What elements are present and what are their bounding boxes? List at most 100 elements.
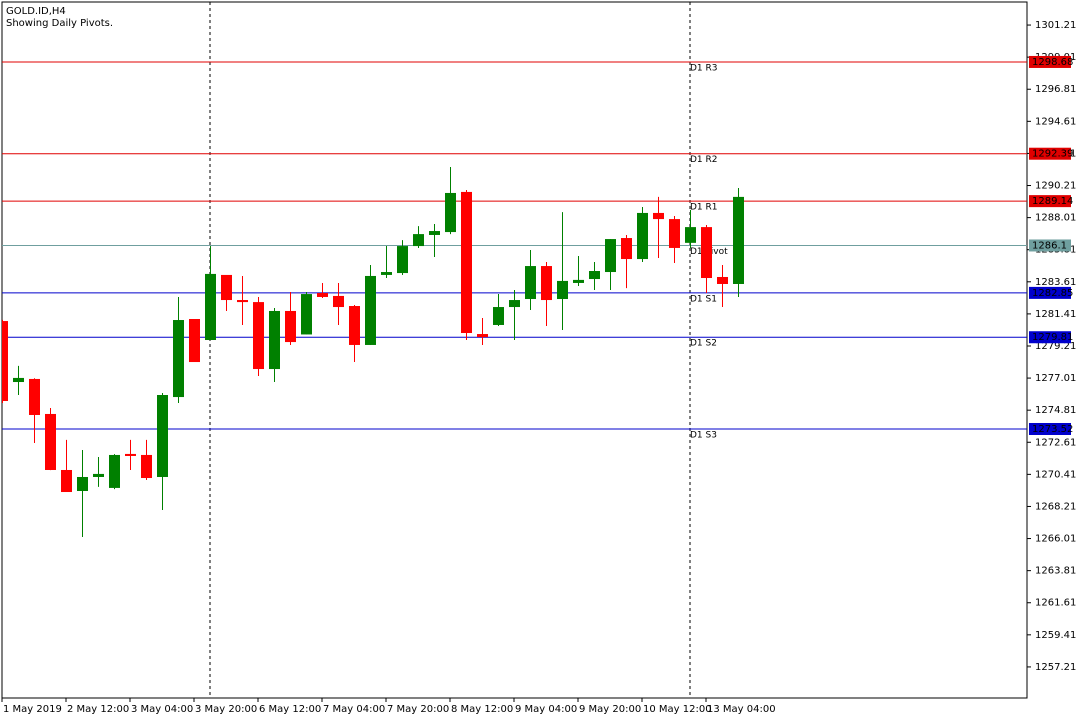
candle-body (205, 273, 216, 341)
y-tick-label: 1268.21 (1035, 501, 1076, 512)
y-tick-label: 1274.81 (1035, 405, 1076, 416)
candle-body (77, 476, 88, 491)
level-label-box (1029, 331, 1071, 344)
candle-body (381, 272, 392, 275)
pivot-name: D1 S2 (690, 339, 717, 349)
pivot-name: D1 R2 (690, 155, 718, 165)
y-tick-label: 1301.21 (1035, 20, 1076, 31)
y-tick-label: 1288.01 (1035, 213, 1076, 224)
chart-subtitle: Showing Daily Pivots. (6, 18, 113, 29)
y-tick-label: 1257.21 (1035, 662, 1076, 673)
x-tick-label: 10 May 12:00 (643, 704, 712, 715)
candle-body (93, 473, 104, 477)
level-label: 1292.39 (1032, 149, 1073, 160)
candle-body (253, 302, 264, 370)
y-tick-label: 1294.61 (1035, 116, 1076, 127)
y-tick-label: 1296.81 (1035, 84, 1076, 95)
candle-body (237, 300, 248, 303)
candle-body (557, 280, 568, 300)
pivot-name: D1 R3 (690, 63, 718, 73)
candle-body (429, 231, 440, 235)
candle-body (61, 469, 72, 493)
candle-body (125, 453, 136, 456)
candle-body (397, 246, 408, 274)
level-label-box (1029, 286, 1071, 299)
y-tick-label: 1272.61 (1035, 437, 1076, 448)
candle-body (669, 219, 680, 248)
candle-body (461, 191, 472, 334)
candle-body (29, 378, 40, 415)
candle-body (221, 274, 232, 301)
x-tick-label: 3 May 04:00 (131, 704, 193, 715)
candle-body (733, 196, 744, 284)
level-label: 1298.68 (1032, 57, 1073, 68)
y-tick-label: 1263.81 (1035, 566, 1076, 577)
x-tick-label: 6 May 12:00 (259, 704, 321, 715)
level-label: 1289.14 (1032, 196, 1073, 207)
candle-body (109, 454, 120, 488)
candle-body (477, 334, 488, 338)
candle-body (445, 192, 456, 233)
level-label: 1282.85 (1032, 288, 1073, 299)
candle-body (525, 266, 536, 300)
y-tick-label: 1270.41 (1035, 469, 1076, 480)
level-label-box (1029, 147, 1071, 160)
candle-body (45, 413, 56, 470)
candle-body (317, 293, 328, 297)
y-tick-label: 1290.21 (1035, 181, 1076, 192)
candle-body (173, 320, 184, 398)
level-label: 1286.1 (1032, 240, 1067, 251)
candle-body (509, 300, 520, 308)
x-tick-label: 13 May 04:00 (707, 704, 776, 715)
candle-body (701, 227, 712, 279)
x-tick-label: 8 May 12:00 (451, 704, 513, 715)
x-tick-label: 7 May 20:00 (387, 704, 449, 715)
pivot-name: D1 S3 (690, 430, 717, 440)
candle-body (621, 238, 632, 260)
y-tick-label: 1277.01 (1035, 373, 1076, 384)
candle-body (717, 276, 728, 284)
candle-body (589, 271, 600, 280)
candle-body (573, 279, 584, 283)
level-label-box (1029, 195, 1071, 208)
level-label: 1279.81 (1032, 332, 1073, 343)
x-tick-label: 9 May 04:00 (515, 704, 577, 715)
y-tick-label: 1283.61 (1035, 277, 1076, 288)
candle-body (189, 319, 200, 363)
y-tick-label: 1259.41 (1035, 630, 1076, 641)
candle-body (13, 377, 24, 383)
y-tick-label: 1281.41 (1035, 309, 1076, 320)
candle-body (685, 227, 696, 243)
candle-body (349, 306, 360, 345)
candle-body (637, 212, 648, 260)
y-tick-label: 1261.61 (1035, 598, 1076, 609)
y-tick-label: 1279.21 (1035, 341, 1076, 352)
candle-body (301, 294, 312, 335)
candle-body (541, 266, 552, 301)
level-label-box (1029, 55, 1071, 68)
candle-body (333, 295, 344, 308)
x-tick-label: 1 May 2019 (3, 704, 62, 715)
pivot-name: D1 R1 (690, 203, 718, 213)
x-tick-label: 9 May 20:00 (579, 704, 641, 715)
candle-body (365, 275, 376, 345)
plot-frame (1, 1, 1028, 699)
y-tick-label: 1266.01 (1035, 534, 1076, 545)
candle-body (2, 321, 8, 401)
x-tick-label: 2 May 12:00 (67, 704, 129, 715)
pivot-name: D1 S1 (690, 294, 717, 304)
candle-body (157, 395, 168, 477)
candle-body (269, 310, 280, 370)
candle-body (141, 454, 152, 479)
candle-body (413, 234, 424, 247)
candle-body (285, 310, 296, 343)
candle-body (493, 307, 504, 325)
candle-body (653, 212, 664, 220)
level-label-box (1029, 422, 1071, 435)
x-tick-label: 7 May 04:00 (323, 704, 385, 715)
level-label: 1273.52 (1032, 424, 1073, 435)
x-tick-label: 3 May 20:00 (195, 704, 257, 715)
candle-body (605, 239, 616, 273)
